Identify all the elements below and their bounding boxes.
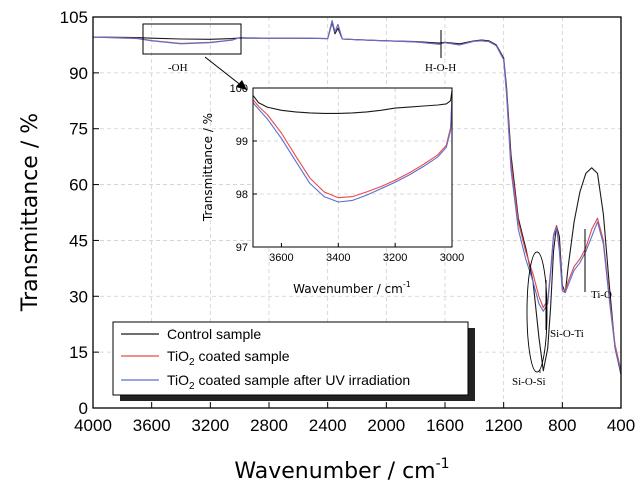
legend-box: [112, 321, 469, 396]
y-tick-label-30: 30: [69, 287, 88, 306]
inset-y-tick-label-97: 97: [236, 242, 248, 254]
y-axis-title: Transmittance / %: [18, 113, 43, 312]
legend-label-coated: TiO2 coated sample: [167, 348, 290, 368]
inset-x-axis-title: Wavenumber / cm-1: [293, 280, 411, 296]
annotation-hoh: H-O-H: [425, 62, 456, 74]
inset-x-tick-label-3600: 3600: [269, 252, 293, 264]
inset-series-line-control: [253, 90, 452, 114]
inset-frame: [252, 87, 453, 248]
legend-label-uv: TiO2 coated sample after UV irradiation: [167, 372, 410, 392]
x-tick-label-1600: 1600: [426, 416, 464, 435]
annotation-si-o-si: Si-O-Si: [512, 376, 546, 388]
plot-frame: [92, 16, 622, 409]
legend: Control sample TiO2 coated sample TiO2 c…: [112, 321, 475, 401]
inset-y-axis-title: Transmittance / %: [201, 113, 215, 222]
inset-x-tick-label-3000: 3000: [440, 252, 464, 264]
inset-y-tick-label-99: 99: [236, 136, 248, 148]
annotation-ti-o: Ti-O: [591, 289, 612, 301]
inset-x-tick-label-3400: 3400: [326, 252, 350, 264]
inset-x-tick-label-3200: 3200: [383, 252, 407, 264]
y-tick-label-15: 15: [69, 343, 88, 362]
annotation-oh: -OH: [168, 62, 188, 74]
x-tick-label-1200: 1200: [485, 416, 523, 435]
annotation-si-o-si-ellipse: [526, 251, 548, 373]
x-axis-title: Wavenumber / cm-1: [234, 456, 449, 484]
y-tick-label-45: 45: [69, 231, 88, 250]
x-tick-label-2400: 2400: [309, 416, 347, 435]
main-series-group: [93, 20, 621, 375]
inset-ticks: 3600 3400 3200 3000 97 98 99 100: [230, 83, 465, 264]
x-tick-label-2800: 2800: [250, 416, 288, 435]
main-ticks: 4000 3600 3200 2800 2400 2000 1600 1200 800 40001…: [60, 8, 636, 435]
inset-chart: 3600 3400 3200 3000 97 98 99 100 Transmittance …: [201, 83, 464, 296]
y-tick-label-105: 105: [60, 8, 88, 27]
annotation-si-o-ti: Si-O-Ti: [550, 328, 584, 340]
x-tick-label-4000: 4000: [74, 416, 112, 435]
y-tick-label-60: 60: [69, 176, 88, 195]
x-tick-label-3600: 3600: [133, 416, 171, 435]
legend-label-control: Control sample: [167, 326, 261, 342]
x-tick-label-400: 400: [607, 416, 635, 435]
x-tick-label-3200: 3200: [191, 416, 229, 435]
inset-series-line-coated: [253, 97, 452, 199]
inset-grid: [253, 88, 452, 247]
y-tick-label-75: 75: [69, 120, 88, 139]
oh-region-box: [142, 23, 242, 55]
oh-zoom-arrowhead: [236, 80, 247, 90]
y-tick-label-90: 90: [69, 64, 88, 83]
y-tick-label-0: 0: [79, 399, 88, 418]
inset-y-tick-label-100: 100: [230, 83, 248, 95]
x-tick-label-800: 800: [548, 416, 576, 435]
inset-series-group: [253, 90, 452, 203]
inset-series-line-uv: [253, 99, 452, 203]
x-tick-label-2000: 2000: [367, 416, 405, 435]
series-line-uv: [93, 20, 621, 373]
inset-y-tick-label-98: 98: [236, 189, 248, 201]
